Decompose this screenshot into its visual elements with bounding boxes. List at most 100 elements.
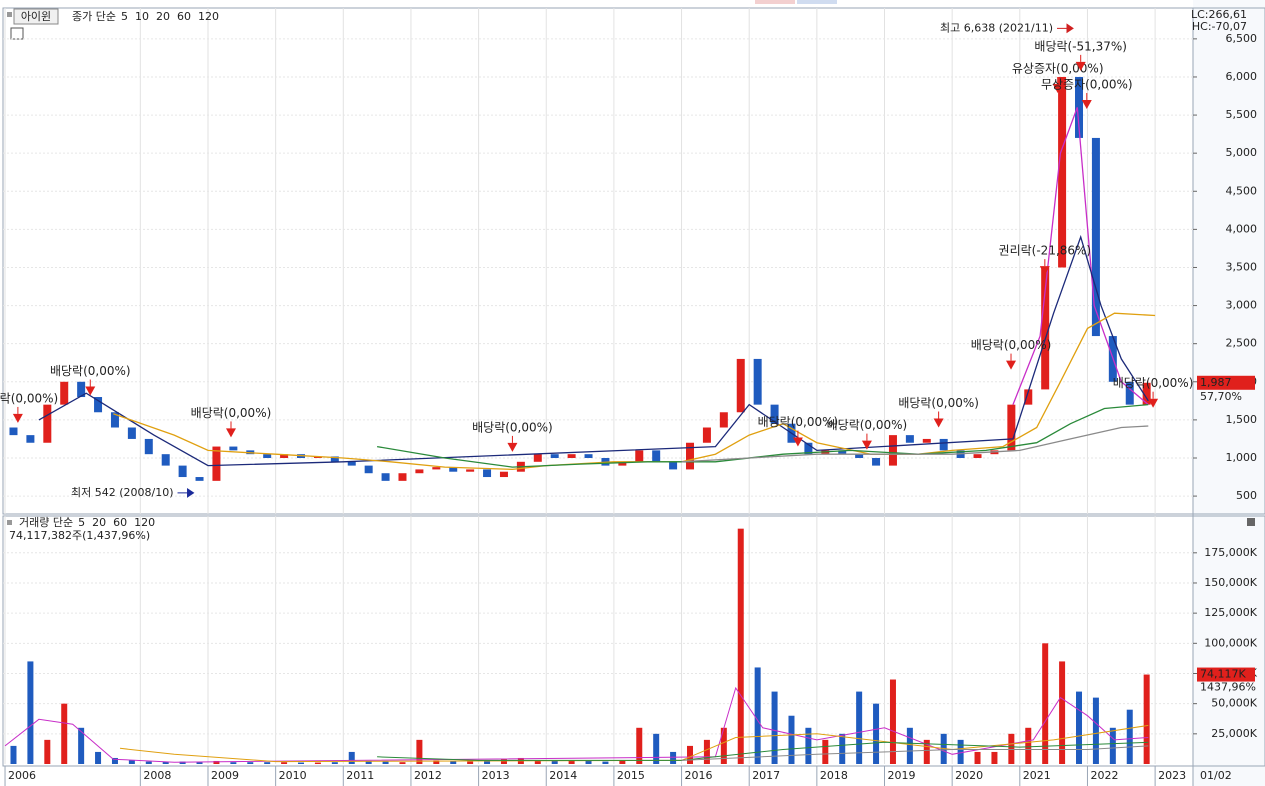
- x-tick-label: 2014: [549, 769, 577, 782]
- event-arrow: [933, 418, 944, 428]
- candle-body: [804, 442, 813, 455]
- event-arrow: [1075, 61, 1086, 71]
- candle-body: [347, 461, 356, 466]
- close-icon[interactable]: [1247, 518, 1255, 526]
- volume-bar: [788, 715, 795, 764]
- low-label: 최저 542 (2008/10): [71, 486, 174, 499]
- volume-layer: 2006 2008 2009 2010 2011 2012 2013 2014 2015 2016…: [3, 516, 1258, 786]
- event-arrow: [1006, 360, 1017, 370]
- volume-bar: [1076, 691, 1083, 764]
- volume-bar: [822, 739, 829, 764]
- last-volume-change: 1437,96%: [1200, 681, 1256, 694]
- candle-body: [736, 358, 745, 413]
- candle-body: [1125, 381, 1134, 405]
- moving-average: [38, 234, 1149, 467]
- candle-body: [584, 454, 593, 458]
- stock-name: 아이윈: [21, 9, 51, 23]
- candle-body: [280, 454, 289, 458]
- volume-bar: [467, 761, 474, 764]
- candle-body: [855, 454, 864, 458]
- volume-bar: [805, 727, 812, 764]
- x-tick-label: 2015: [617, 769, 645, 782]
- event-arrow: [792, 437, 803, 447]
- y-tick-label: 1,500: [1226, 413, 1258, 426]
- volume-bar: [27, 661, 34, 764]
- volume-bar: [314, 762, 321, 764]
- volume-bar: [1008, 733, 1015, 764]
- event-label: 무상증자(0,00%): [1041, 77, 1133, 91]
- event-arrow: [225, 428, 236, 438]
- event-label: 배당락(0,00%): [1113, 376, 1194, 390]
- x-tick-label: 2012: [414, 769, 442, 782]
- y-tick-label: 500: [1236, 489, 1257, 502]
- legend-item: 60: [113, 516, 127, 529]
- tab[interactable]: [797, 0, 837, 4]
- candle-body: [94, 397, 103, 413]
- last-volume: 74,117K: [1200, 668, 1246, 681]
- candle-body: [1091, 137, 1100, 337]
- volume-bar: [95, 751, 102, 764]
- candle-body: [499, 471, 508, 478]
- volume-bar: [331, 762, 338, 764]
- volume-bar: [298, 762, 305, 764]
- y-tick-label: 4,000: [1226, 222, 1258, 235]
- last-change: 57,70%: [1200, 390, 1242, 403]
- stock-name-box[interactable]: [13, 8, 59, 25]
- candle-body: [483, 469, 492, 478]
- candle-body: [432, 467, 441, 470]
- y-tick-label: 150,000K: [1204, 576, 1257, 589]
- moving-average: [377, 741, 1149, 761]
- candle-body: [263, 454, 272, 458]
- volume-bar: [264, 762, 271, 764]
- legend-item: 20: [92, 516, 106, 529]
- x-tick-label: 2008: [143, 769, 171, 782]
- last-price-box: [1197, 375, 1255, 390]
- volume-bar: [737, 528, 744, 764]
- event-label: 배당락(0,00%): [827, 418, 908, 432]
- y-tick-label: 5,500: [1226, 108, 1258, 121]
- volume-bar: [1025, 727, 1032, 764]
- tab[interactable]: [755, 0, 795, 4]
- candle-body: [466, 469, 475, 472]
- settings-icon[interactable]: [7, 520, 12, 525]
- candle-body: [888, 435, 897, 466]
- volume-bar: [281, 762, 288, 764]
- event-arrow: [1148, 398, 1159, 408]
- volume-bar: [991, 751, 998, 764]
- candle-body: [533, 454, 542, 462]
- table-icon[interactable]: [10, 27, 24, 40]
- candle-body: [1007, 404, 1016, 451]
- last-price: 1,987: [1200, 376, 1232, 389]
- x-tick-label: 2019: [888, 769, 916, 782]
- volume-bar: [551, 760, 558, 764]
- event-arrow: [507, 442, 518, 452]
- settings-icon[interactable]: [7, 12, 12, 17]
- candle-body: [550, 454, 559, 458]
- volume-bar: [196, 762, 203, 764]
- high-arrow: [1057, 23, 1074, 34]
- volume-bar: [365, 760, 372, 764]
- volume-bar: [416, 739, 423, 764]
- candle-body: [77, 381, 86, 398]
- candle-body: [635, 450, 644, 462]
- candle-body: [770, 404, 779, 424]
- volume-bar: [247, 762, 254, 764]
- event-label: 배당락(0,00%): [472, 420, 553, 434]
- candle-body: [43, 404, 52, 443]
- price-layer: 5001,0001,5002,0002,5003,0003,5004,0004,…: [0, 8, 1258, 514]
- volume-bar: [382, 761, 389, 764]
- volume-bar: [856, 691, 863, 764]
- x-tick-label: 2011: [346, 769, 374, 782]
- volume-bar: [61, 703, 68, 764]
- volume-bar: [636, 727, 643, 764]
- candle-body: [415, 469, 424, 474]
- event-label: 유상증자(0,00%): [1012, 61, 1104, 75]
- candle-body: [313, 456, 322, 458]
- x-tick-label: 2023: [1158, 769, 1186, 782]
- x-tick-label: 2020: [955, 769, 983, 782]
- volume-bar: [974, 751, 981, 764]
- volume-bar: [484, 760, 491, 764]
- candle-body: [398, 473, 407, 481]
- volume-bar: [10, 745, 17, 764]
- legend-prefix: 거래량 단순: [19, 516, 73, 529]
